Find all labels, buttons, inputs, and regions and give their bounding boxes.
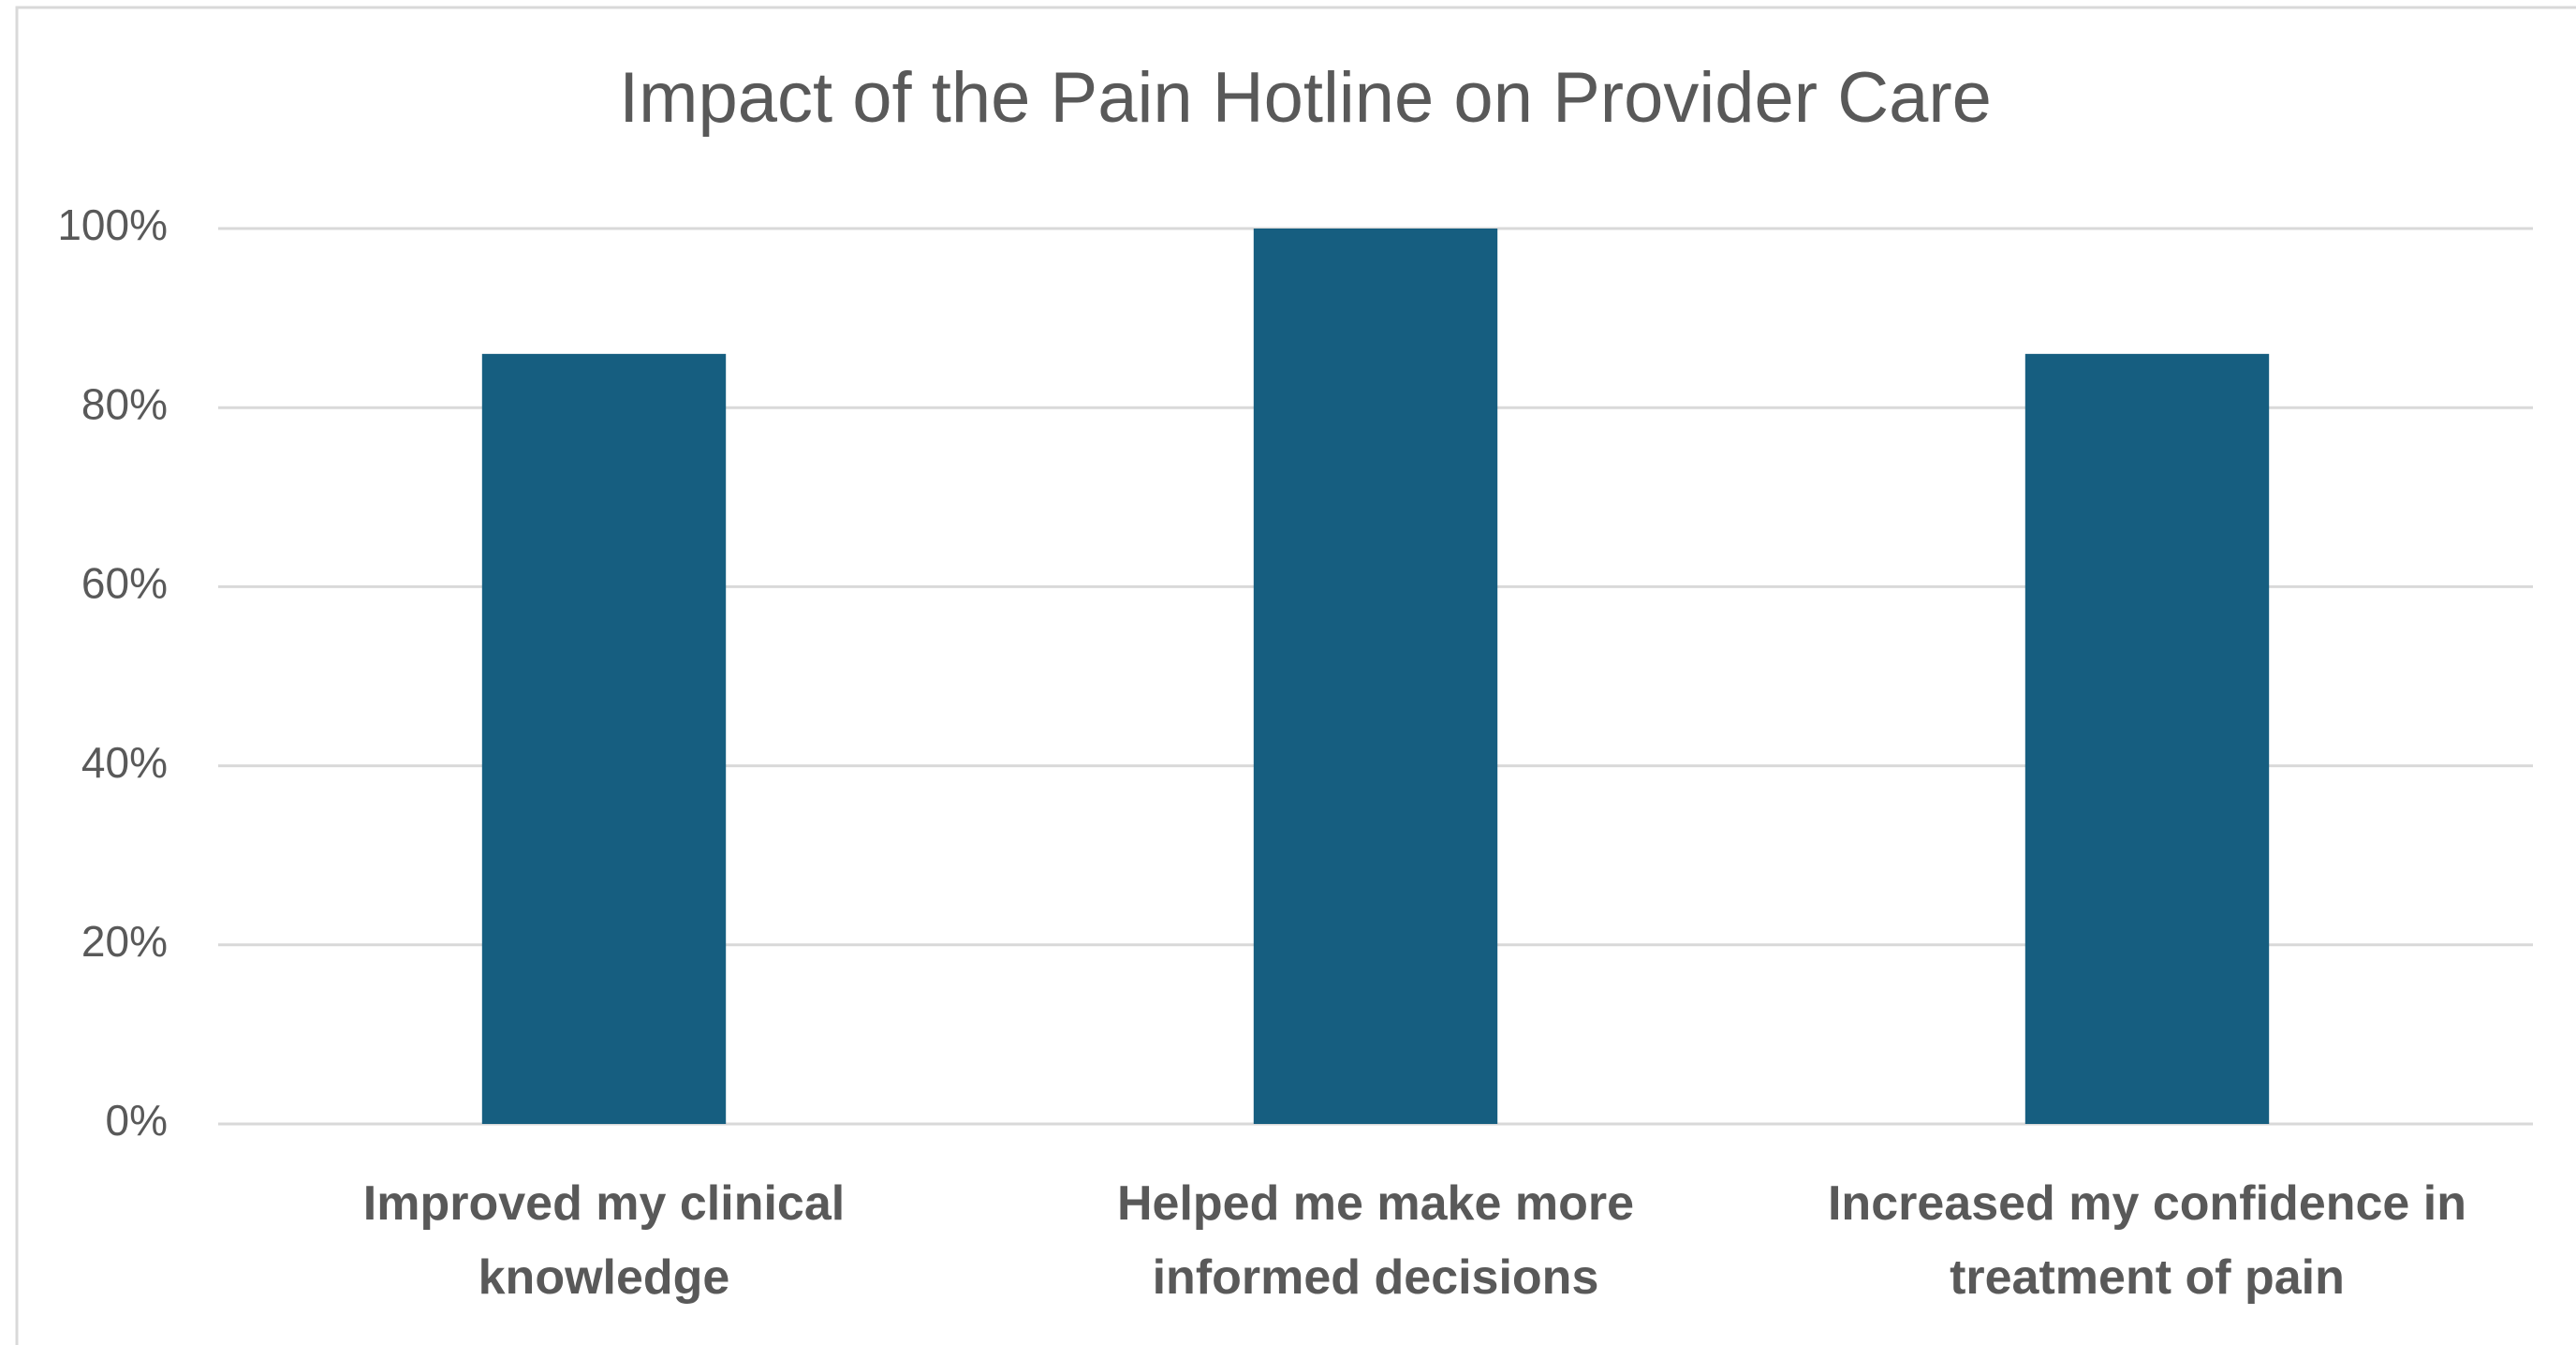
y-tick-label: 20% xyxy=(81,917,168,966)
bar xyxy=(2024,353,2270,1125)
y-tick-label: 80% xyxy=(81,379,168,428)
y-tick-label: 40% xyxy=(81,738,168,787)
y-tick-label: 0% xyxy=(106,1096,168,1145)
x-tick-label: Helped me make more informed decisions xyxy=(1116,1176,1635,1305)
chart-title: Impact of the Pain Hotline on Provider C… xyxy=(619,58,1992,138)
x-tick-label: Increased my confidence in treatment of … xyxy=(1827,1176,2467,1305)
y-tick-label: 60% xyxy=(81,559,168,608)
y-tick-label: 100% xyxy=(57,200,168,249)
bar xyxy=(481,353,727,1125)
x-tick-label: Improved my clinical knowledge xyxy=(362,1176,846,1305)
bar xyxy=(1253,229,1498,1124)
